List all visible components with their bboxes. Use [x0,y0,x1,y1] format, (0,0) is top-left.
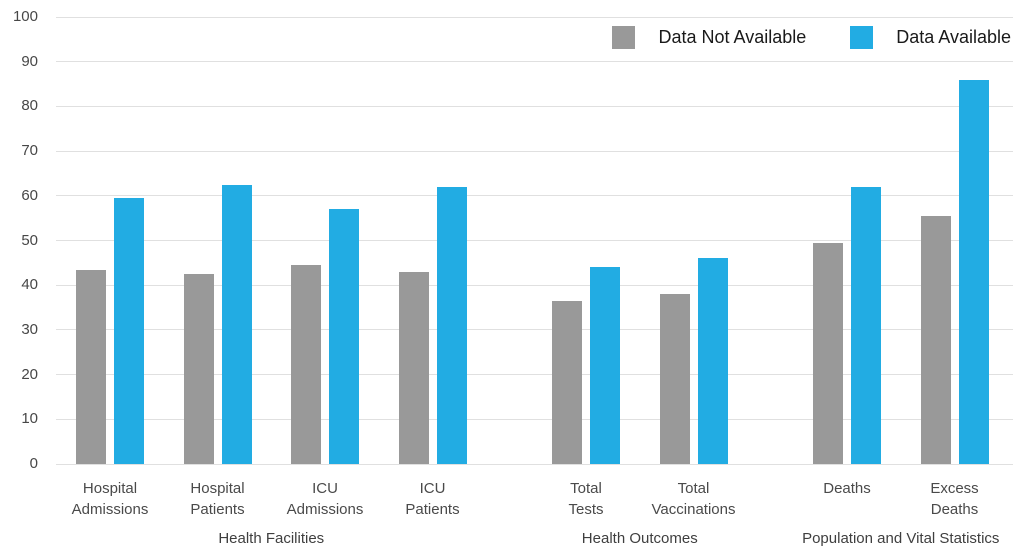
chart-legend: Data Not Available Data Available [612,26,1011,49]
gridline-100 [56,16,1013,18]
bar-data-not-available-excess-deaths [920,215,951,464]
legend-swatch-gray-icon [612,26,636,49]
gridline-90 [56,61,1013,63]
y-axis-tick-label-90: 90 [21,52,38,70]
y-axis-tick-label-70: 70 [21,142,38,160]
bar-data-available-hospital-patients [221,184,252,464]
gridline-60 [56,195,1013,197]
bar-data-not-available-total-vaccinations [659,294,690,464]
legend-label-data-not-available: Data Not Available [658,27,807,47]
group-label-health-outcomes: Health Outcomes [581,530,698,547]
legend-item-data-available[interactable]: Data Available [850,26,1011,49]
bar-data-available-icu-admissions [329,209,359,464]
y-axis-tick-label-20: 20 [21,365,38,383]
group-label-health-facilities: Health Facilities [218,530,325,547]
group-label-population-and-vital-statistics: Population and Vital Statistics [802,530,1000,547]
y-axis-tick-label-100: 100 [12,8,38,25]
gridline-70 [56,150,1013,152]
gridline-50 [56,240,1013,241]
bar-data-not-available-deaths [813,242,843,464]
gridline-40 [56,284,1013,286]
bar-data-available-hospital-admissions [114,198,144,464]
bar-data-available-icu-patients [436,186,467,464]
bar-data-available-deaths [851,186,881,464]
bar-data-not-available-hospital-patients [183,274,214,464]
y-axis-tick-label-50: 50 [21,231,38,249]
bar-data-not-available-total-tests [552,300,582,464]
gridline-10 [56,418,1013,420]
category-label-total-vaccinations: Total Vaccinations [651,480,736,518]
bar-data-available-total-tests [590,267,620,464]
legend-label-data-available: Data Available [896,27,1011,47]
category-label-icu-patients: ICU Patients [405,480,460,518]
bar-data-not-available-icu-patients [398,271,429,464]
category-label-excess-deaths: Excess Deaths [930,480,979,518]
y-axis-tick-label-40: 40 [21,276,38,294]
bar-data-available-total-vaccinations [697,258,728,464]
gridline-30 [56,329,1013,331]
gridline-0 [56,463,1013,465]
category-label-icu-admissions: ICU Admissions [286,480,364,518]
bar-data-not-available-hospital-admissions [76,269,106,464]
y-axis-tick-label-10: 10 [21,410,38,428]
legend-swatch-blue-icon [850,26,874,49]
category-label-hospital-patients: Hospital Patients [190,480,245,518]
gridline-80 [56,105,1013,107]
gridline-20 [56,374,1013,376]
category-label-total-tests: Total Tests [568,480,604,518]
bar-data-available-excess-deaths [958,79,989,464]
legend-item-data-not-available[interactable]: Data Not Available [612,26,806,49]
y-axis-tick-label-30: 30 [21,320,38,338]
y-axis-tick-label-0: 0 [29,455,38,472]
category-label-deaths: Deaths [823,480,871,497]
y-axis-tick-label-60: 60 [21,186,38,204]
category-label-hospital-admissions: Hospital Admissions [71,480,149,518]
bar-data-not-available-icu-admissions [291,265,321,464]
y-axis-tick-label-80: 80 [21,97,38,115]
